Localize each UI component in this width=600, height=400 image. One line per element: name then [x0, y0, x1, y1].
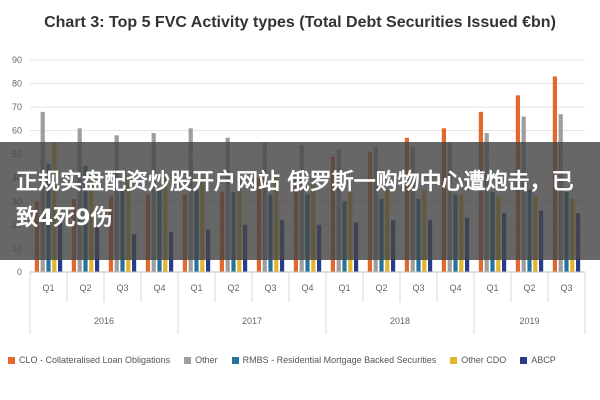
x-tick-label: Q3 — [412, 283, 424, 293]
y-tick-label: 80 — [12, 79, 22, 89]
legend-item: Other — [184, 355, 218, 365]
x-tick-label: Q1 — [42, 283, 54, 293]
legend-label: CLO - Collateralised Loan Obligations — [19, 355, 171, 365]
x-year-label: 2017 — [242, 316, 262, 326]
overlay-headline: 正规实盘配资炒股开户网站 俄罗斯一购物中心遭炮击，已致4死9伤 — [16, 170, 574, 231]
legend-swatch — [450, 356, 458, 364]
x-tick-label: Q4 — [153, 283, 165, 293]
legend: CLO - Collateralised Loan Obligations Oth… — [8, 352, 598, 368]
x-tick-label: Q4 — [449, 283, 461, 293]
overlay-banner: 正规实盘配资炒股开户网站 俄罗斯一购物中心遭炮击，已致4死9伤 — [0, 142, 600, 260]
legend-item: ABCP — [520, 355, 556, 365]
y-tick-label: 60 — [12, 126, 22, 136]
x-year-label: 2019 — [519, 316, 539, 326]
y-tick-label: 70 — [12, 102, 22, 112]
x-axis-tick-labels: Q1 Q2 Q3 Q4 Q1 Q2 Q3 Q4 Q1 Q2 Q3 Q4 Q1 Q2 Q3 — [42, 283, 572, 293]
legend-swatch — [8, 356, 15, 364]
x-tick-label: Q2 — [523, 283, 535, 293]
x-tick-label: Q1 — [190, 283, 202, 293]
x-tick-label: Q2 — [375, 283, 387, 293]
x-tick-label: Q4 — [301, 283, 313, 293]
x-tick-label: Q1 — [486, 283, 498, 293]
legend-item: RMBS - Residential Mortgage Backed Secur… — [231, 355, 437, 365]
x-axis-year-labels: 2016 2017 2018 2019 — [94, 316, 540, 326]
y-tick-label: 90 — [12, 55, 22, 65]
y-tick-label: 0 — [17, 267, 22, 277]
legend-item: Other CDO — [450, 355, 506, 365]
chart-title: Chart 3: Top 5 FVC Activity types (Total… — [44, 14, 556, 31]
legend-label: Other — [195, 355, 218, 365]
x-year-label: 2018 — [390, 316, 410, 326]
legend-swatch — [231, 356, 239, 364]
x-tick-label: Q2 — [79, 283, 91, 293]
x-tick-label: Q2 — [227, 283, 239, 293]
x-year-label: 2016 — [94, 316, 114, 326]
x-tick-label: Q3 — [116, 283, 128, 293]
x-tick-label: Q3 — [264, 283, 276, 293]
legend-label: Other CDO — [461, 355, 507, 365]
legend-label: ABCP — [531, 355, 556, 365]
legend-swatch — [184, 356, 192, 364]
x-tick-label: Q3 — [560, 283, 572, 293]
legend-item: CLO - Collateralised Loan Obligations — [8, 355, 170, 365]
legend-label: RMBS - Residential Mortgage Backed Secur… — [242, 355, 437, 365]
x-tick-label: Q1 — [338, 283, 350, 293]
legend-swatch — [520, 356, 528, 364]
x-axis — [29, 271, 586, 334]
